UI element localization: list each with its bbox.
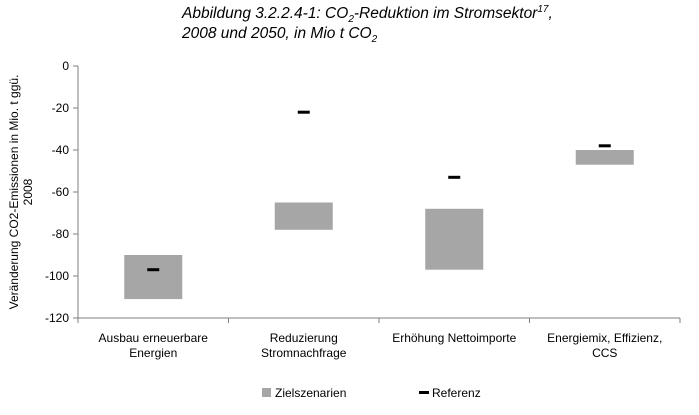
x-category-label: Energien [129, 346, 177, 360]
x-category-label: CCS [592, 346, 617, 360]
legend-label: Zielszenarien [275, 386, 346, 400]
reference-marker [448, 175, 461, 179]
y-tick-label: -40 [52, 143, 70, 157]
range-bar [425, 208, 484, 270]
y-axis-label: 2008 [21, 178, 35, 205]
reference-markers [147, 110, 611, 272]
range-bar [274, 202, 333, 230]
range-bars [124, 150, 634, 300]
x-category-label: Ausbau erneuerbare [99, 331, 209, 345]
x-category-label: Energiemix, Effizienz, [547, 331, 662, 345]
y-axis-label: Veränderung CO2-Emissionen in Mio. t ggü… [7, 75, 21, 310]
y-tick-label: -80 [52, 227, 70, 241]
y-tick-label: -120 [45, 311, 69, 325]
x-category-label: Reduzierung [270, 331, 338, 345]
y-tick-label: -100 [45, 269, 69, 283]
y-tick-label: -60 [52, 185, 70, 199]
range-bar [575, 150, 634, 165]
reference-marker [147, 268, 160, 272]
axes [73, 65, 681, 323]
reference-marker [297, 110, 310, 114]
y-tick-label: -20 [52, 101, 70, 115]
reference-marker [598, 144, 611, 148]
legend-label: Referenz [432, 386, 481, 400]
x-category-label: Erhöhung Nettoimporte [392, 331, 516, 345]
legend-swatch-marker [419, 391, 429, 394]
legend: Zielszenarien Referenz [262, 386, 481, 400]
chart-title: Abbildung 3.2.2.4-1: CO2-Reduktion im St… [182, 3, 553, 46]
x-category-label: Stromnachfrage [261, 346, 347, 360]
legend-swatch-range [262, 388, 271, 397]
range-bar [124, 255, 183, 300]
y-tick-label: 0 [62, 59, 69, 73]
